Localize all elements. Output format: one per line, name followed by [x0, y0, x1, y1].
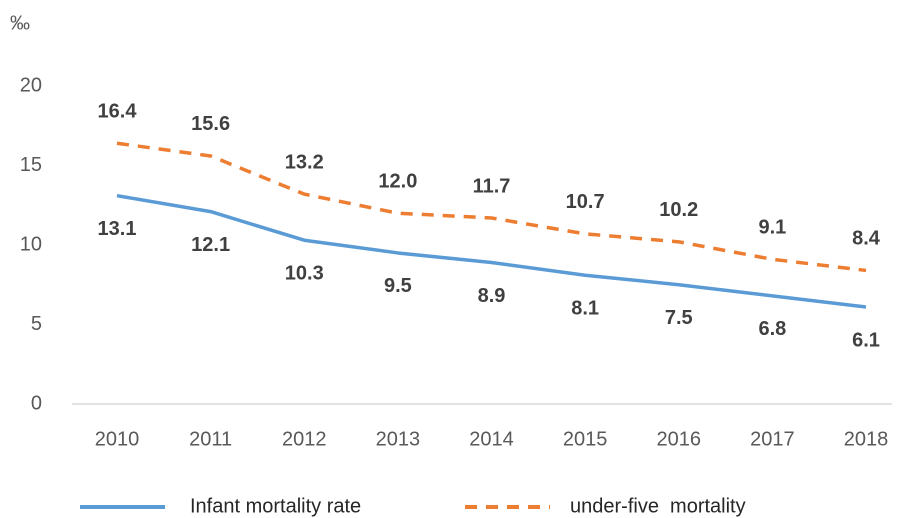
data-label: 7.5 — [665, 307, 693, 329]
x-tick-label: 2015 — [563, 428, 608, 450]
data-label: 10.7 — [566, 191, 605, 213]
x-tick-label: 2018 — [844, 428, 889, 450]
y-tick-label: 20 — [20, 74, 42, 96]
series-line — [116, 141, 867, 273]
y-tick-label: 10 — [20, 233, 42, 255]
y-tick-label: 15 — [20, 154, 42, 176]
data-label: 12.1 — [191, 234, 230, 256]
y-tick-label: 5 — [31, 313, 42, 335]
x-tick-label: 2011 — [189, 428, 232, 450]
data-label: 8.1 — [571, 297, 599, 319]
x-tick-label: 2014 — [469, 428, 514, 450]
x-tick-label: 2016 — [657, 428, 702, 450]
legend-label: under-five mortality — [570, 495, 746, 517]
y-unit: ‰ — [10, 12, 30, 34]
series-line — [116, 193, 867, 309]
data-label: 8.9 — [478, 285, 506, 307]
data-label: 9.1 — [758, 217, 786, 239]
legend-label: Infant mortality rate — [190, 495, 361, 517]
data-label: 6.1 — [852, 329, 880, 351]
x-tick-label: 2010 — [95, 428, 140, 450]
y-tick-label: 0 — [31, 392, 42, 414]
data-label: 13.1 — [98, 218, 137, 240]
data-label: 8.4 — [852, 228, 881, 250]
data-label: 12.0 — [378, 170, 417, 192]
data-label: 6.8 — [758, 318, 786, 340]
data-label: 10.2 — [659, 199, 698, 221]
data-label: 16.4 — [98, 101, 138, 123]
data-label: 11.7 — [473, 175, 511, 197]
data-label: 9.5 — [384, 275, 412, 297]
x-tick-label: 2013 — [376, 428, 421, 450]
x-tick-label: 2017 — [750, 428, 795, 450]
x-tick-label: 2012 — [282, 428, 327, 450]
data-label: 10.3 — [285, 263, 324, 285]
data-label: 15.6 — [191, 113, 230, 135]
data-label: 13.2 — [285, 151, 324, 173]
